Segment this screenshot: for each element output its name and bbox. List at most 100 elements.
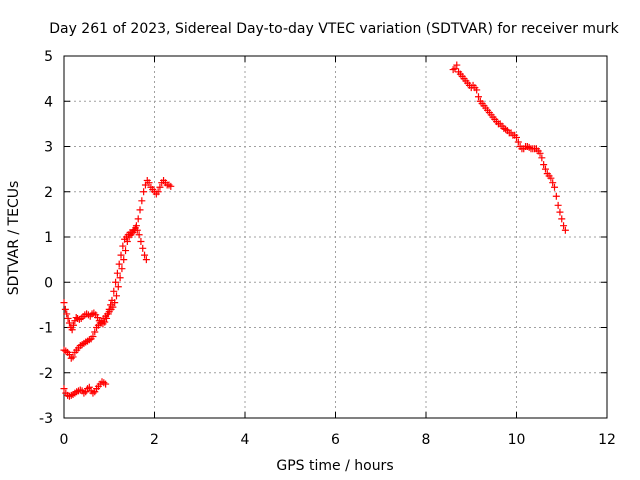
x-tick-label: 10 <box>508 432 526 448</box>
data-point <box>84 311 92 319</box>
y-tick-label: 2 <box>44 185 53 201</box>
data-point <box>102 380 110 388</box>
data-point <box>111 299 119 307</box>
data-point <box>65 392 73 400</box>
data-point <box>540 161 548 169</box>
data-point <box>145 179 153 187</box>
data-point <box>560 222 568 230</box>
x-tick-label: 6 <box>331 432 340 448</box>
data-point <box>90 309 98 317</box>
data-point <box>554 201 562 209</box>
data-point <box>116 274 124 282</box>
y-tick-label: -1 <box>39 321 53 337</box>
data-point <box>76 386 84 394</box>
data-point <box>114 283 122 291</box>
data-point <box>549 179 557 187</box>
data-point <box>72 314 80 322</box>
y-tick-label: -3 <box>39 411 53 427</box>
data-point <box>113 269 121 277</box>
data-point <box>131 226 139 234</box>
data-point <box>91 328 99 336</box>
data-point <box>91 388 99 396</box>
x-axis-label: GPS time / hours <box>276 458 393 474</box>
data-point <box>68 326 76 334</box>
data-point <box>538 154 546 162</box>
data-point <box>156 183 164 191</box>
x-tick-label: 12 <box>598 432 616 448</box>
data-point <box>100 379 108 387</box>
data-point <box>474 93 482 101</box>
data-point <box>63 310 71 318</box>
data-point <box>115 260 123 268</box>
data-point <box>134 215 142 223</box>
y-tick-label: 0 <box>44 275 53 291</box>
x-tick-label: 2 <box>150 432 159 448</box>
data-point <box>112 278 120 286</box>
data-point <box>141 181 149 189</box>
data-point <box>132 222 140 230</box>
y-tick-label: -2 <box>39 366 53 382</box>
y-tick-label: 4 <box>44 94 53 110</box>
data-point <box>451 65 459 73</box>
data-point <box>60 385 68 393</box>
data-point <box>61 305 69 313</box>
data-point <box>502 125 510 133</box>
data-point <box>142 256 150 264</box>
data-point <box>140 188 148 196</box>
data-point <box>120 256 128 264</box>
y-tick-labels: -3 -2 -1 0 1 2 3 4 5 <box>39 49 53 427</box>
data-point <box>552 192 560 200</box>
series-segment-c <box>60 378 110 400</box>
x-tick-label: 8 <box>422 432 431 448</box>
data-point <box>69 353 77 361</box>
data-point <box>473 86 481 94</box>
x-tick-labels: 0 2 4 6 8 10 12 <box>60 432 616 448</box>
data-point <box>62 347 70 355</box>
chart-title: Day 261 of 2023, Sidereal Day-to-day VTE… <box>49 21 619 37</box>
data-point <box>514 138 522 146</box>
grid-lines <box>64 56 607 418</box>
data-point <box>525 143 533 151</box>
data-point <box>119 242 127 250</box>
axis-ticks <box>63 55 608 419</box>
data-point <box>453 61 461 69</box>
data-point <box>117 251 125 259</box>
data-point <box>82 388 90 396</box>
data-point <box>167 182 175 190</box>
data-point <box>556 208 564 216</box>
data-point <box>513 133 520 141</box>
data-point <box>139 244 147 252</box>
data-point <box>558 215 566 223</box>
series-segment-d <box>449 61 569 234</box>
data-point <box>64 314 72 322</box>
y-tick-label: 3 <box>44 140 53 156</box>
data-point <box>122 247 130 255</box>
y-axis-label: SDTVAR / TECUs <box>6 181 22 296</box>
data-point <box>65 319 73 327</box>
data-point <box>70 321 78 329</box>
data-point <box>141 251 149 259</box>
data-point <box>110 287 118 295</box>
data-point <box>89 333 97 341</box>
data-points <box>60 61 569 400</box>
x-tick-label: 4 <box>241 432 250 448</box>
data-point <box>541 165 549 173</box>
data-point <box>135 231 143 239</box>
data-point <box>136 206 144 214</box>
data-point <box>123 238 131 246</box>
series-segment-b <box>60 176 175 362</box>
data-point <box>561 226 569 234</box>
data-point <box>67 354 75 362</box>
data-point <box>65 351 73 359</box>
y-tick-label: 5 <box>44 49 53 65</box>
data-point <box>118 265 126 273</box>
x-tick-label: 0 <box>60 432 69 448</box>
data-point <box>547 174 555 182</box>
data-point <box>536 149 544 157</box>
data-point <box>109 303 117 311</box>
data-point <box>112 292 120 300</box>
data-point <box>77 314 85 322</box>
data-point <box>60 299 68 307</box>
data-point <box>551 183 559 191</box>
